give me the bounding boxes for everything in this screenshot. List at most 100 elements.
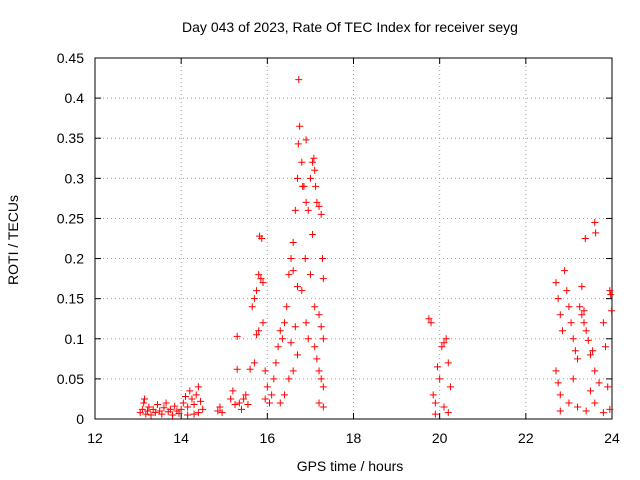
data-point	[606, 287, 614, 295]
data-point	[169, 411, 177, 419]
data-point	[257, 275, 265, 283]
data-point	[309, 230, 317, 238]
x-tick-label: 20	[432, 430, 448, 446]
data-point	[258, 235, 266, 242]
data-point	[142, 410, 150, 418]
data-point	[281, 319, 289, 327]
data-point	[302, 136, 310, 144]
data-point	[151, 409, 159, 417]
data-point	[302, 198, 310, 206]
data-point	[287, 339, 295, 347]
data-point	[565, 399, 573, 407]
data-point	[298, 158, 306, 166]
data-point	[194, 409, 202, 417]
data-point	[194, 383, 202, 391]
data-point	[438, 343, 446, 351]
y-tick-label: 0.2	[65, 251, 85, 267]
data-point	[315, 202, 323, 210]
data-point	[582, 407, 590, 415]
data-point	[569, 375, 577, 383]
data-point	[556, 391, 564, 399]
data-point	[278, 335, 286, 343]
data-point	[558, 327, 566, 335]
data-point	[429, 391, 437, 399]
data-point	[246, 365, 254, 373]
data-point	[190, 410, 198, 418]
data-point	[237, 405, 245, 413]
data-point	[586, 387, 594, 395]
data-point	[283, 303, 291, 311]
data-point	[310, 154, 318, 162]
data-point	[567, 319, 575, 327]
data-point	[595, 379, 603, 387]
data-point	[591, 399, 599, 407]
data-point	[197, 397, 205, 405]
data-point	[186, 387, 194, 395]
data-point	[574, 355, 582, 363]
data-point	[192, 391, 200, 399]
data-point	[289, 367, 297, 375]
chart-title: Day 043 of 2023, Rate Of TEC Index for r…	[182, 19, 518, 35]
data-point	[304, 206, 312, 214]
data-point	[216, 403, 224, 411]
data-point	[184, 403, 192, 411]
data-point	[301, 255, 309, 263]
data-point	[285, 271, 293, 279]
data-point	[446, 383, 454, 391]
data-point	[177, 405, 185, 413]
data-point	[313, 355, 321, 363]
data-point	[227, 395, 235, 403]
data-point	[160, 404, 168, 412]
data-point	[431, 410, 439, 418]
data-point	[311, 303, 319, 311]
data-point	[250, 359, 258, 367]
data-points	[136, 76, 616, 419]
data-point	[580, 307, 588, 315]
data-point	[586, 351, 594, 359]
data-point	[311, 343, 319, 351]
data-point	[315, 367, 323, 375]
data-point	[591, 218, 599, 226]
data-point	[184, 411, 192, 419]
data-point	[294, 140, 302, 148]
data-point	[578, 311, 586, 319]
data-point	[141, 395, 149, 403]
data-point	[253, 287, 261, 295]
data-point	[563, 287, 571, 295]
data-point	[248, 303, 256, 311]
data-point	[281, 391, 289, 399]
data-point	[250, 295, 258, 303]
data-point	[302, 319, 310, 327]
data-point	[318, 255, 326, 263]
data-point	[578, 283, 586, 291]
data-point	[261, 367, 269, 375]
data-point	[313, 198, 321, 206]
data-point	[166, 405, 174, 413]
data-point	[574, 403, 582, 411]
data-point	[293, 351, 301, 359]
x-tick-label: 24	[604, 430, 620, 446]
data-point	[589, 347, 597, 355]
data-point	[556, 311, 564, 319]
data-point	[188, 395, 196, 403]
data-point	[190, 401, 198, 409]
data-point	[584, 336, 592, 344]
y-tick-label: 0.3	[65, 170, 85, 186]
data-point	[444, 409, 452, 417]
data-point	[261, 395, 269, 403]
data-point	[298, 287, 306, 295]
data-point	[158, 410, 166, 418]
data-point	[162, 399, 170, 407]
data-point	[319, 383, 327, 391]
data-point	[293, 174, 301, 182]
data-point	[268, 391, 276, 399]
data-point	[442, 335, 450, 343]
data-point	[276, 327, 284, 335]
data-point	[293, 283, 301, 291]
data-point	[242, 391, 250, 399]
data-point	[291, 323, 299, 331]
data-point	[255, 271, 263, 279]
data-point	[270, 375, 278, 383]
x-axis-label: GPS time / hours	[297, 458, 404, 474]
